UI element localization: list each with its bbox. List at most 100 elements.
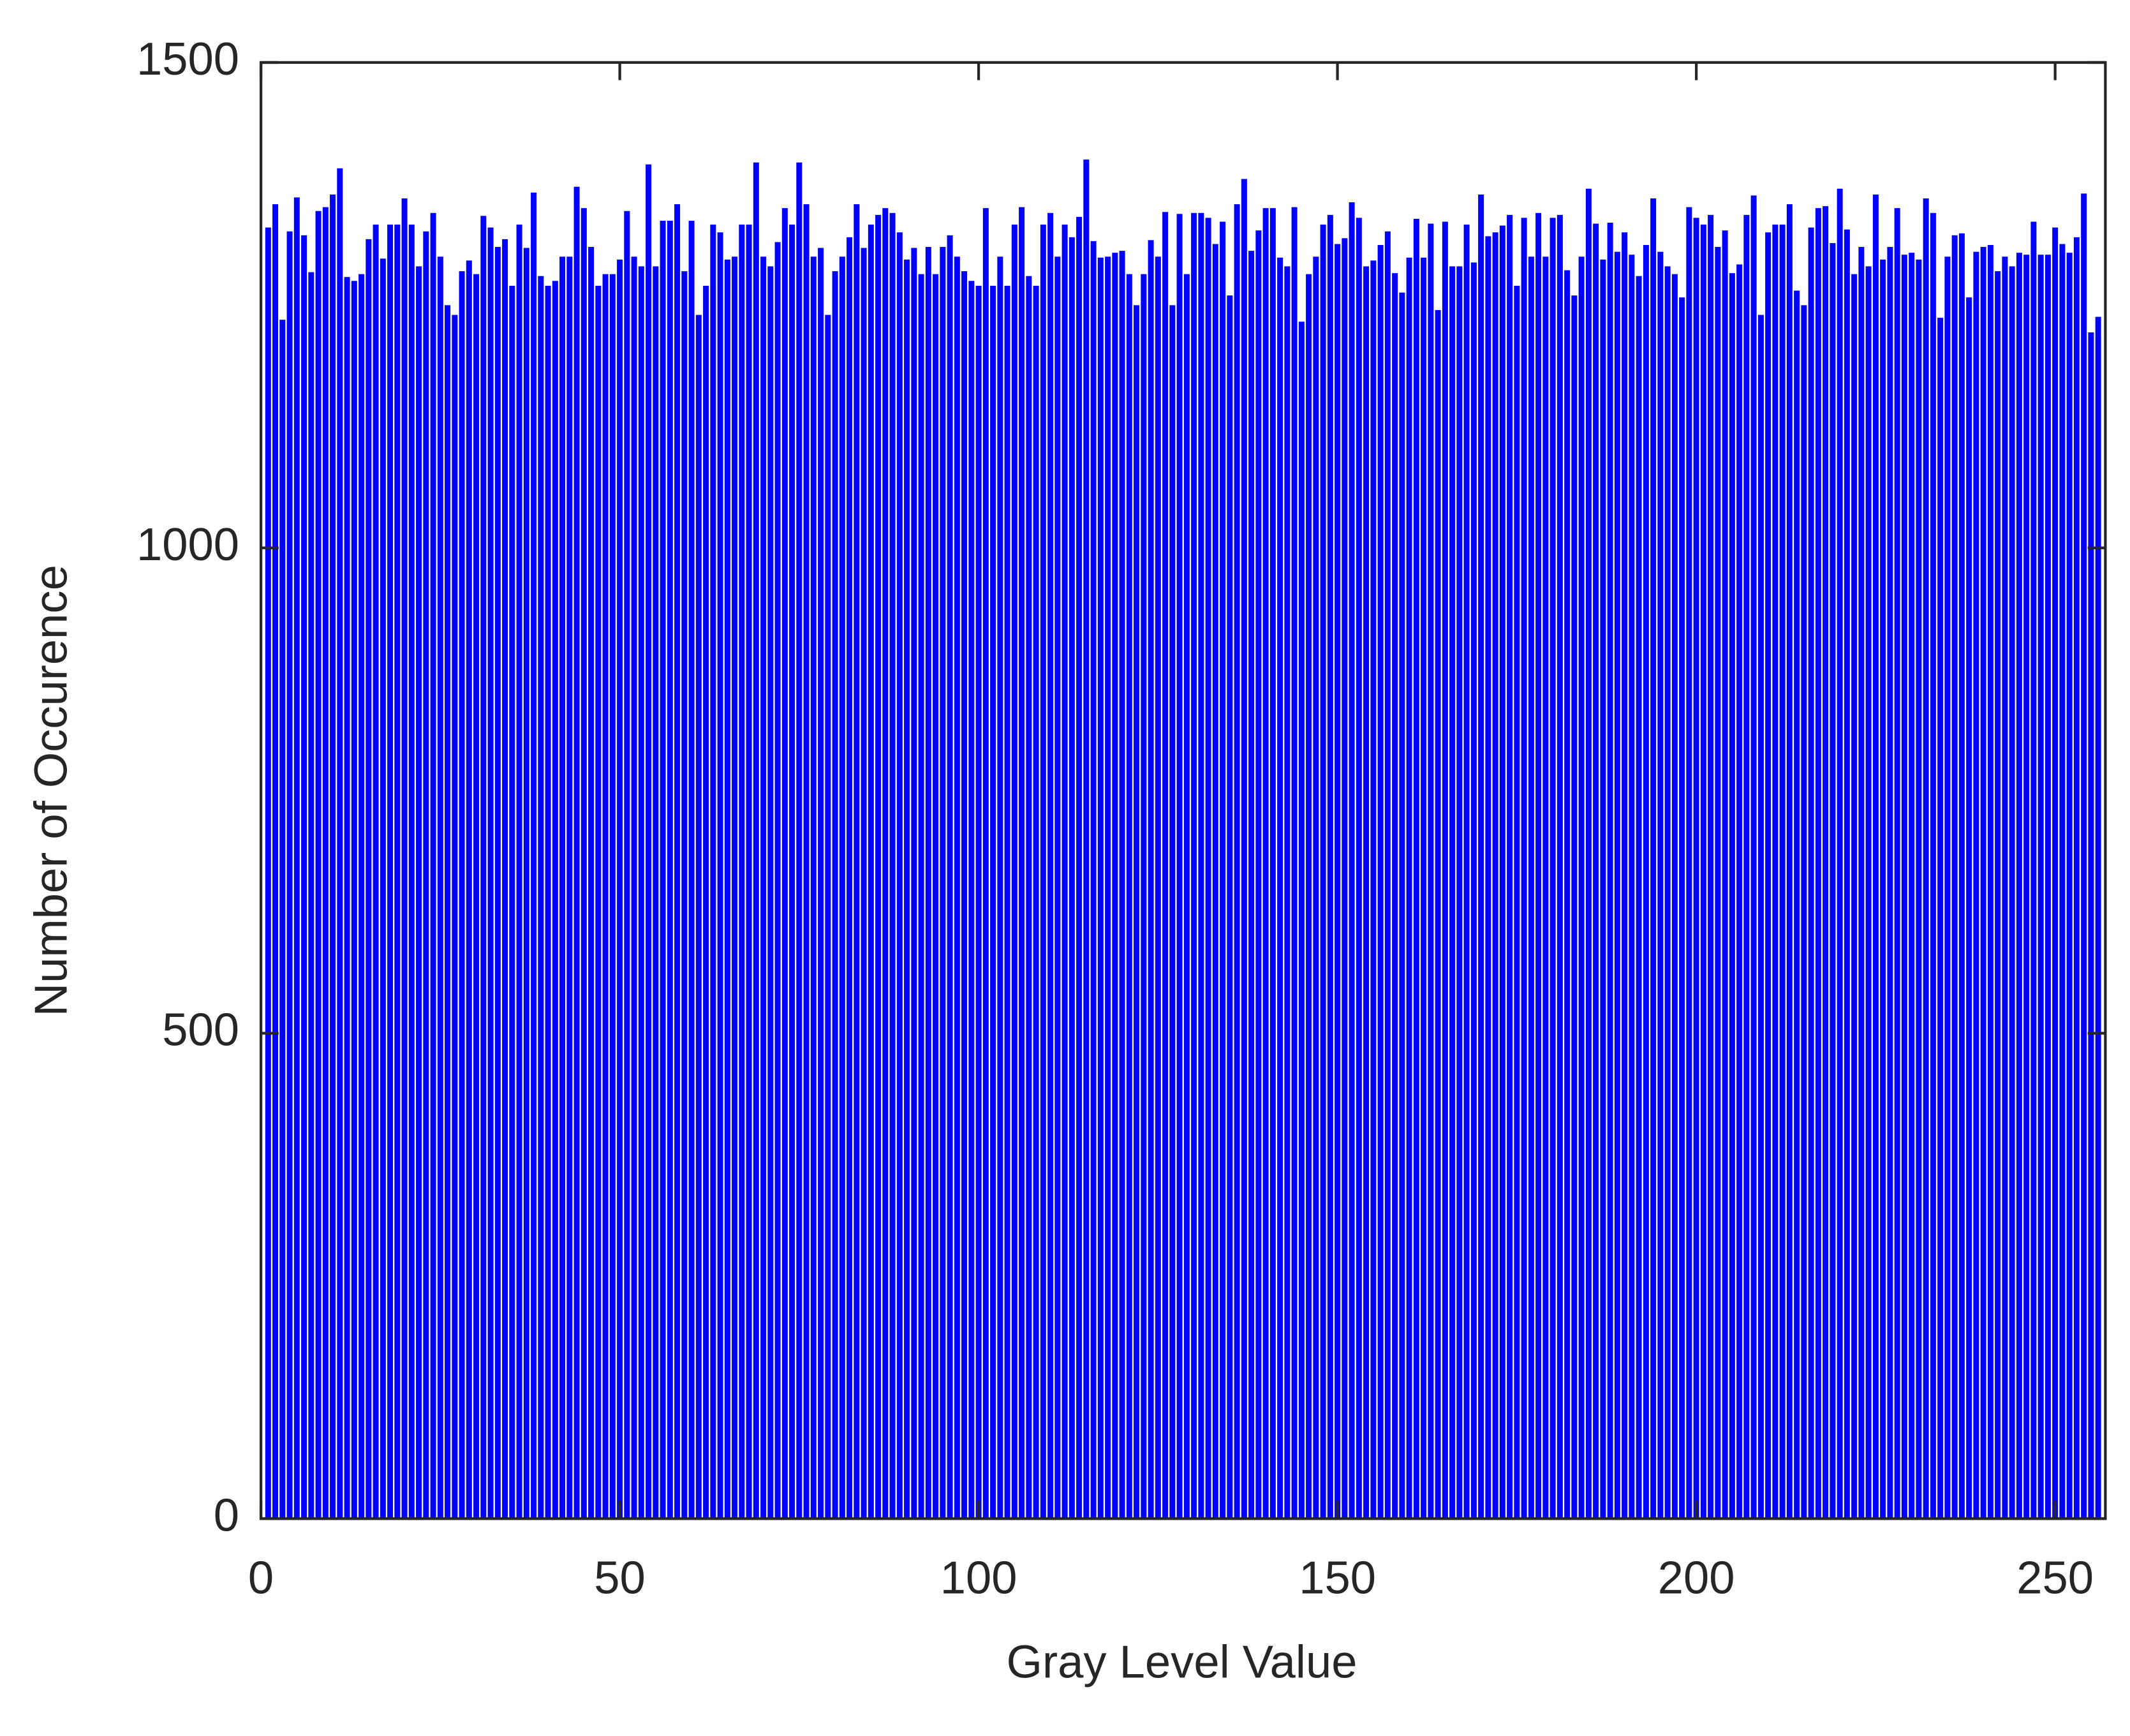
bar <box>1736 264 1743 1519</box>
bar <box>1485 236 1491 1519</box>
bar <box>1636 276 1642 1519</box>
bar <box>2030 221 2037 1519</box>
bar <box>667 220 673 1519</box>
bar <box>1578 256 1585 1519</box>
bar <box>1220 221 1226 1519</box>
bar <box>1858 247 1865 1519</box>
bar <box>1664 266 1671 1519</box>
bar <box>638 266 644 1519</box>
bar <box>975 285 982 1519</box>
bar <box>1255 230 1262 1519</box>
bar <box>2009 266 2015 1519</box>
bar <box>1363 266 1370 1519</box>
bar <box>746 225 752 1519</box>
bar <box>1126 274 1132 1519</box>
bar <box>588 247 595 1519</box>
bar <box>1428 223 1434 1519</box>
bar <box>1507 214 1513 1519</box>
bar <box>1313 256 1319 1519</box>
bar <box>1019 207 1025 1519</box>
bar <box>286 231 293 1519</box>
bar <box>552 281 558 1519</box>
bar <box>1298 322 1305 1519</box>
bar <box>1105 256 1111 1519</box>
bar <box>1033 285 1039 1519</box>
bar <box>1528 256 1534 1519</box>
bar <box>2081 193 2087 1519</box>
bar <box>1894 208 1900 1519</box>
bar <box>854 204 860 1519</box>
bar <box>308 272 314 1519</box>
bar <box>954 256 960 1519</box>
bar <box>387 225 394 1519</box>
bar <box>1679 297 1685 1519</box>
bar <box>1499 225 1505 1519</box>
bar <box>1643 245 1649 1519</box>
bar <box>868 225 874 1519</box>
bar <box>781 208 788 1519</box>
bar <box>703 285 709 1519</box>
bar <box>380 258 386 1519</box>
bar <box>1269 208 1276 1519</box>
bar <box>452 315 458 1519</box>
bar <box>1593 223 1599 1519</box>
bar <box>1377 245 1384 1519</box>
bar <box>1291 207 1298 1519</box>
bar <box>459 271 465 1519</box>
bar <box>337 168 343 1519</box>
bar <box>523 248 529 1519</box>
bar <box>947 235 953 1519</box>
bar <box>933 274 939 1519</box>
bar <box>882 208 889 1519</box>
bar <box>889 212 896 1519</box>
bar <box>1585 188 1592 1519</box>
bar <box>1887 247 1893 1519</box>
bar <box>1421 257 1427 1519</box>
bar <box>653 266 659 1519</box>
bar <box>1112 253 1118 1519</box>
bar <box>1119 251 1125 1519</box>
bar <box>1851 274 1858 1519</box>
bar <box>545 285 551 1519</box>
bar <box>1492 232 1498 1519</box>
bar <box>1622 232 1628 1519</box>
bar <box>595 285 602 1519</box>
bar <box>961 271 968 1519</box>
bar <box>423 231 429 1519</box>
bar <box>1880 259 1886 1519</box>
bar <box>1040 225 1046 1519</box>
bar <box>1708 214 1714 1519</box>
bar <box>1729 273 1735 1519</box>
bar <box>1671 274 1678 1519</box>
bar <box>861 248 867 1519</box>
bar <box>724 259 730 1519</box>
bar <box>494 247 501 1519</box>
bar <box>1542 256 1549 1519</box>
bar <box>1521 218 1527 1519</box>
bar <box>1600 259 1606 1519</box>
bar <box>351 281 357 1519</box>
bar <box>753 162 759 1519</box>
bar <box>1148 240 1154 1519</box>
bar <box>1657 251 1664 1519</box>
bar <box>1958 233 1965 1519</box>
bar <box>359 274 365 1519</box>
bar <box>847 237 853 1519</box>
bar <box>1987 245 1993 1519</box>
bar <box>1514 285 1520 1519</box>
bar <box>581 208 587 1519</box>
bar <box>1277 257 1283 1519</box>
bar <box>774 242 781 1519</box>
bar <box>272 204 279 1519</box>
bar <box>2059 244 2066 1519</box>
y-tick-label: 500 <box>162 1004 239 1056</box>
bar <box>1722 230 1728 1519</box>
bar <box>1198 212 1204 1519</box>
bar <box>760 256 767 1519</box>
y-tick-label: 1000 <box>137 519 239 570</box>
bar <box>1980 247 1986 1519</box>
x-tick-label: 250 <box>2016 1552 2094 1603</box>
bar <box>839 256 845 1519</box>
bar <box>330 194 336 1519</box>
